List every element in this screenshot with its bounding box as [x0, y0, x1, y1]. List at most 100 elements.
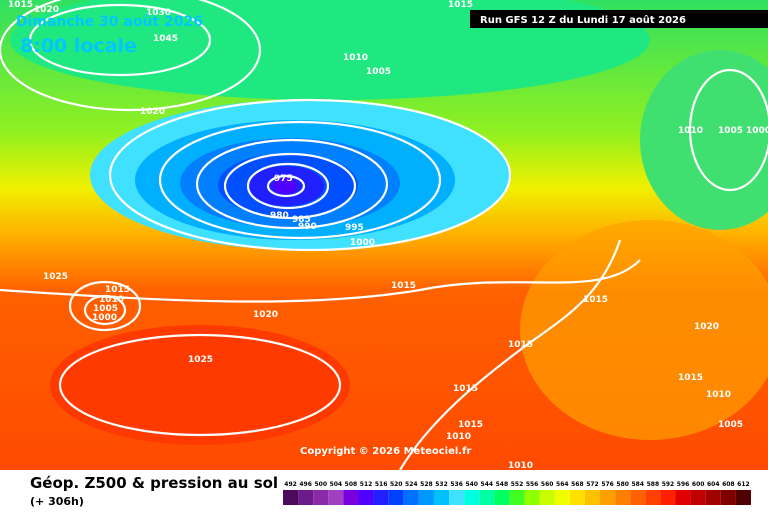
colorbar-swatch: [418, 490, 434, 505]
isobar-label: 1015: [453, 384, 478, 394]
colorbar-swatch: [509, 490, 525, 505]
colorbar-label: 536: [450, 481, 463, 488]
colorbar-label: 572: [586, 481, 599, 488]
colorbar-swatch: [464, 490, 480, 505]
isobar-label: 1030: [146, 8, 171, 18]
isobar-label: 990: [298, 222, 317, 232]
colorbar-swatch: [313, 490, 329, 505]
isobar-label: 1000: [92, 313, 117, 323]
isobar-labels: 1015 1020 1030 1045 1010 1005 1020 975 9…: [8, 0, 768, 471]
colorbar-label: 520: [390, 481, 403, 488]
isobar-label: 1000: [350, 238, 375, 248]
isobar-label: 1005: [366, 67, 391, 77]
colorbar-swatch: [479, 490, 495, 505]
colorbar-label: 524: [405, 481, 418, 488]
isobar-label: 1015: [678, 373, 703, 383]
isobar-label: 1015: [448, 0, 473, 10]
colorbar-swatch: [298, 490, 314, 505]
colorbar-swatch: [449, 490, 465, 505]
run-label: Run GFS 12 Z du Lundi 17 août 2026: [480, 14, 686, 26]
colorbar-label: 508: [345, 481, 358, 488]
colorbar-swatch: [343, 490, 359, 505]
colorbar-swatch: [328, 490, 344, 505]
colorbar-swatch: [539, 490, 555, 505]
colorbar-label: 568: [571, 481, 584, 488]
colorbar-swatch: [403, 490, 419, 505]
colorbar-label: 588: [647, 481, 660, 488]
colorbar-swatch: [660, 490, 676, 505]
colorbar-swatch: [615, 490, 631, 505]
isobar-label: 1010: [678, 126, 703, 136]
isobar-label: 1025: [188, 355, 213, 365]
colorbar-label: 540: [465, 481, 478, 488]
footer-lead: (+ 306h): [30, 495, 84, 508]
isobar-label: 1015: [458, 420, 483, 430]
colorbar-label: 564: [556, 481, 569, 488]
colorbar-label: 496: [299, 481, 312, 488]
isobar-label: 1015: [583, 295, 608, 305]
colorbar-label: 584: [632, 481, 645, 488]
colorbar-label: 604: [707, 481, 720, 488]
isobar-label: 995: [345, 223, 364, 233]
isobar-label: 1020: [140, 107, 165, 117]
colorbar-label: 492: [284, 481, 297, 488]
colorbar-label: 500: [314, 481, 327, 488]
isobar-label: 1005: [718, 126, 743, 136]
isobar-label: 985: [292, 215, 311, 225]
colorbar-label: 552: [511, 481, 524, 488]
colorbar-label: 608: [722, 481, 735, 488]
run-banner: [470, 10, 768, 28]
date-label: Dimanche 30 août 2026: [16, 14, 203, 30]
colorbar-swatch: [433, 490, 450, 505]
isobar-label: 1010: [508, 461, 533, 471]
colorbar-swatch: [584, 490, 601, 505]
colorbar-label: 512: [360, 481, 373, 488]
colorbar-swatch: [388, 490, 404, 505]
colorbar-swatch: [283, 490, 299, 505]
colorbar-label: 600: [692, 481, 705, 488]
colorbar-label: 548: [496, 481, 509, 488]
colorbar-label: 504: [330, 481, 343, 488]
colorbar-label: 528: [420, 481, 433, 488]
colorbar-label: 516: [375, 481, 388, 488]
isobar-label: 1005: [93, 304, 118, 314]
colorbar-label: 580: [616, 481, 629, 488]
colorbar-label: 556: [526, 481, 539, 488]
colorbar-swatch: [735, 490, 751, 505]
colorbar-swatch: [373, 490, 389, 505]
isobar-label: 1020: [694, 322, 719, 332]
colorbar-swatch: [494, 490, 510, 505]
colorbar-swatch: [720, 490, 736, 505]
isobar-label: 1015: [391, 281, 416, 291]
colorbar-swatch: [554, 490, 570, 505]
isobar-label: 1025: [43, 272, 68, 282]
isobars: [0, 0, 768, 470]
isobar-label: 1010: [706, 390, 731, 400]
colorbar-label: 592: [662, 481, 675, 488]
isobar-label: 1045: [153, 34, 178, 44]
colorbar-label: 576: [601, 481, 614, 488]
isobar-label: 1010: [343, 53, 368, 63]
copyright: Copyright © 2026 Meteociel.fr: [300, 446, 471, 457]
colorbar-label: 544: [481, 481, 494, 488]
colorbar-swatch: [524, 490, 540, 505]
footer-title: Géop. Z500 & pression au sol: [30, 474, 278, 492]
colorbar-swatch: [690, 490, 706, 505]
colorbar-label: 532: [435, 481, 448, 488]
time-label: 8:00 locale: [20, 35, 137, 57]
isobar-label: 1000: [746, 126, 768, 136]
colorbar-label: 612: [737, 481, 750, 488]
isobar-label: 1015: [8, 0, 33, 10]
isobar-label: 1020: [34, 5, 59, 15]
isobar-label: 1020: [253, 310, 278, 320]
colorbar-swatch: [630, 490, 646, 505]
colorbar-swatch: [645, 490, 661, 505]
colorbar-swatch: [705, 490, 721, 505]
isobar-label: 1015: [105, 285, 130, 295]
isobar-label: 1010: [446, 432, 471, 442]
isobar-label: 980: [270, 211, 289, 221]
colorbar-swatch: [675, 490, 691, 505]
colorbar-swatch: [358, 490, 374, 505]
isobar-label: 1005: [718, 420, 743, 430]
